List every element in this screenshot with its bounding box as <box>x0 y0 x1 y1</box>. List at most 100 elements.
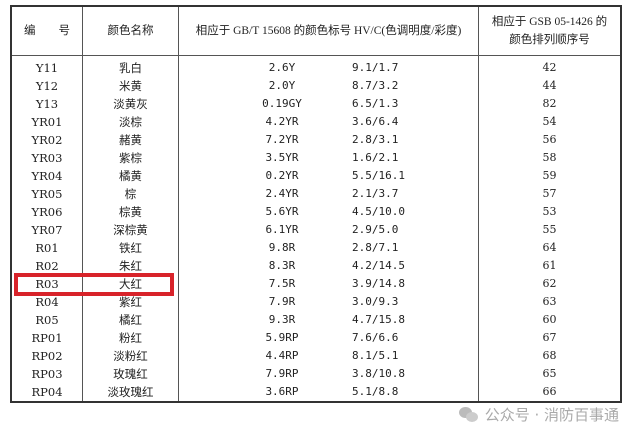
color-name: 紫红 <box>119 295 142 309</box>
sequence-number: 63 <box>542 295 557 308</box>
table-row: R01 铁红 9.8R 2.8/7.1 64 <box>12 239 620 257</box>
sequence-number: 42 <box>542 61 557 74</box>
color-code: YR05 <box>31 187 63 201</box>
hue-value: 0.19GY <box>262 97 302 110</box>
sequence-number: 54 <box>542 115 557 128</box>
hue-value: 7.5R <box>268 277 296 290</box>
color-name: 乳白 <box>119 61 142 75</box>
hue-value: 2.0Y <box>268 79 296 92</box>
color-code: YR06 <box>31 205 63 219</box>
color-name: 棕黄 <box>119 205 142 219</box>
color-code: R04 <box>35 295 59 309</box>
color-code: RP03 <box>31 367 63 381</box>
sequence-number: 55 <box>542 223 557 236</box>
header-hvc: 相应于 GB/T 15608 的颜色标号 HV/C(色调明度/彩度) <box>179 7 478 55</box>
value-chroma: 9.1/1.7 <box>352 61 399 74</box>
watermark: 公众号 · 消防百事通 <box>458 405 619 425</box>
table-row: Y13 淡黄灰 0.19GY 6.5/1.3 82 <box>12 95 620 113</box>
sequence-number: 53 <box>542 205 557 218</box>
sequence-number: 60 <box>542 313 557 326</box>
sequence-number: 68 <box>542 349 557 362</box>
color-name: 橘红 <box>119 313 142 327</box>
color-code: Y13 <box>35 97 59 111</box>
value-chroma: 2.9/5.0 <box>352 223 399 236</box>
header-code: 编 号 <box>24 25 70 37</box>
sequence-number: 61 <box>542 259 557 272</box>
header-sequence-line1: 相应于 GSB 05-1426 的 <box>491 16 608 28</box>
value-chroma: 2.1/3.7 <box>352 187 399 200</box>
hue-value: 2.6Y <box>268 61 296 74</box>
hue-value: 7.9RP <box>265 367 299 380</box>
value-chroma: 6.5/1.3 <box>352 97 399 110</box>
table-row: RP01 粉红 5.9RP 7.6/6.6 67 <box>12 329 620 347</box>
color-code: R01 <box>35 241 59 255</box>
header-hvc-text: 相应于 GB/T 15608 的颜色标号 HV/C(色调明度/彩度) <box>195 25 462 37</box>
value-chroma: 3.6/6.4 <box>352 115 399 128</box>
color-code: YR01 <box>31 115 63 129</box>
value-chroma: 8.7/3.2 <box>352 79 399 92</box>
table-row: YR02 赭黄 7.2YR 2.8/3.1 56 <box>12 131 620 149</box>
header-divider <box>12 55 620 56</box>
header-sequence-line2: 颜色排列顺序号 <box>509 34 590 46</box>
column-divider <box>178 7 179 401</box>
header-name: 颜色名称 <box>107 25 154 37</box>
table-row: RP02 淡粉红 4.4RP 8.1/5.1 68 <box>12 347 620 365</box>
table-row: RP03 玫瑰红 7.9RP 3.8/10.8 65 <box>12 365 620 383</box>
color-code: RP01 <box>31 331 63 345</box>
hue-value: 2.4YR <box>265 187 299 200</box>
value-chroma: 5.1/8.8 <box>352 385 399 398</box>
hue-value: 3.5YR <box>265 151 299 164</box>
value-chroma: 4.7/15.8 <box>352 313 405 326</box>
sequence-number: 66 <box>542 385 557 398</box>
color-name: 淡棕 <box>119 115 142 129</box>
color-name: 淡粉红 <box>113 349 148 363</box>
table-row: R04 紫红 7.9R 3.0/9.3 63 <box>12 293 620 311</box>
color-code: Y11 <box>35 61 59 75</box>
color-name: 玫瑰红 <box>113 367 148 381</box>
hue-value: 7.9R <box>268 295 296 308</box>
sequence-number: 65 <box>542 367 557 380</box>
table-row: Y11 乳白 2.6Y 9.1/1.7 42 <box>12 59 620 77</box>
value-chroma: 5.5/16.1 <box>352 169 405 182</box>
hue-value: 9.8R <box>268 241 296 254</box>
table-row: RP04 淡玫瑰红 3.6RP 5.1/8.8 66 <box>12 383 620 401</box>
header-sequence: 相应于 GSB 05-1426 的 颜色排列顺序号 <box>479 7 620 55</box>
sequence-number: 58 <box>542 151 557 164</box>
value-chroma: 4.2/14.5 <box>352 259 405 272</box>
color-code: RP04 <box>31 385 63 399</box>
value-chroma: 3.0/9.3 <box>352 295 399 308</box>
table-row: YR06 棕黄 5.6YR 4.5/10.0 53 <box>12 203 620 221</box>
column-divider <box>82 7 83 401</box>
hue-value: 0.2YR <box>265 169 299 182</box>
color-code: R05 <box>35 313 59 327</box>
color-code: YR03 <box>31 151 63 165</box>
sequence-number: 64 <box>542 241 557 254</box>
hue-value: 9.3R <box>268 313 296 326</box>
value-chroma: 8.1/5.1 <box>352 349 399 362</box>
color-code: Y12 <box>35 79 59 93</box>
color-name: 深棕黄 <box>113 223 148 237</box>
column-divider <box>478 7 479 401</box>
value-chroma: 7.6/6.6 <box>352 331 399 344</box>
watermark-text: 公众号 · 消防百事通 <box>484 406 619 424</box>
table-row: YR03 紫棕 3.5YR 1.6/2.1 58 <box>12 149 620 167</box>
color-name: 大红 <box>119 277 142 291</box>
color-name: 淡玫瑰红 <box>107 385 154 399</box>
hue-value: 8.3R <box>268 259 296 272</box>
table-row: YR04 橘黄 0.2YR 5.5/16.1 59 <box>12 167 620 185</box>
value-chroma: 1.6/2.1 <box>352 151 399 164</box>
color-name: 淡黄灰 <box>113 97 148 111</box>
table-row: Y12 米黄 2.0Y 8.7/3.2 44 <box>12 77 620 95</box>
color-name: 赭黄 <box>119 133 142 147</box>
value-chroma: 4.5/10.0 <box>352 205 405 218</box>
color-name: 朱红 <box>119 259 142 273</box>
highlight-box <box>14 273 174 296</box>
color-name: 米黄 <box>119 79 142 93</box>
hue-value: 6.1YR <box>265 223 299 236</box>
color-code: YR02 <box>31 133 63 147</box>
value-chroma: 3.9/14.8 <box>352 277 405 290</box>
color-code: YR07 <box>31 223 63 237</box>
table-row: R02 朱红 8.3R 4.2/14.5 61 <box>12 257 620 275</box>
color-name: 铁红 <box>119 241 142 255</box>
sequence-number: 82 <box>542 97 557 110</box>
